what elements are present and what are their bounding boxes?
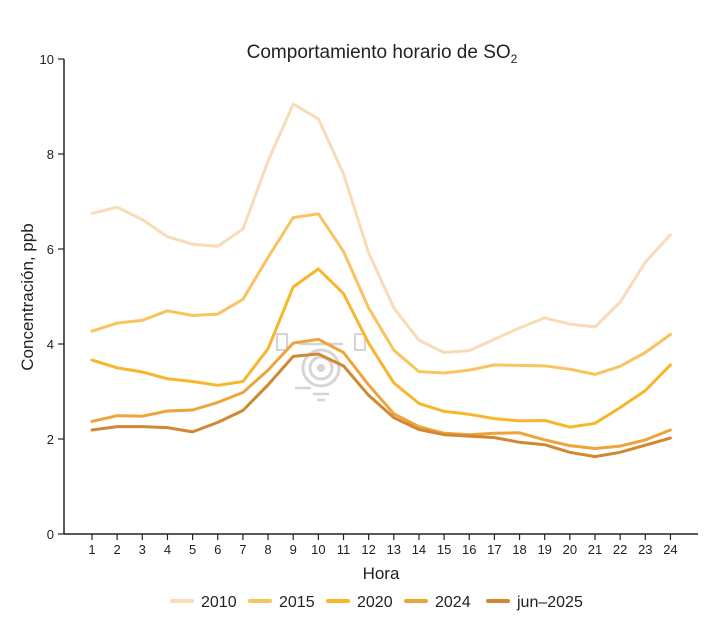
chart-title: Comportamiento horario de SO2 <box>247 42 518 66</box>
legend-label: 2010 <box>201 594 237 611</box>
legend: 2010 2015 2020 2024 jun–2025 <box>170 594 583 611</box>
axes <box>63 59 698 535</box>
series-line-2010 <box>90 102 672 354</box>
legend-item: 2020 <box>326 594 393 611</box>
y-tick-label: 6 <box>47 242 54 257</box>
x-tick-label: 1 <box>88 542 95 557</box>
x-tick-label: 21 <box>588 542 602 557</box>
series-line-2015 <box>90 212 672 376</box>
x-tick-label: 19 <box>537 542 551 557</box>
y-ticks: 0 2 4 6 8 10 <box>40 52 64 542</box>
x-tick-label: 11 <box>337 542 351 557</box>
x-tick-label: 2 <box>114 542 121 557</box>
x-tick-label: 20 <box>563 542 577 557</box>
x-axis-label: Hora <box>363 564 400 583</box>
x-tick-label: 24 <box>663 542 677 557</box>
series-line-2024 <box>90 337 672 450</box>
x-tick-label: 7 <box>239 542 246 557</box>
y-tick-label: 8 <box>47 147 54 162</box>
legend-label: 2024 <box>435 594 471 611</box>
y-tick-label: 4 <box>47 337 54 352</box>
y-tick-label: 10 <box>40 52 54 67</box>
logo-watermark <box>276 333 366 402</box>
legend-label: 2015 <box>279 594 315 611</box>
x-tick-label: 16 <box>462 542 476 557</box>
y-axis-label: Concentración, ppb <box>18 223 37 370</box>
x-tick-label: 14 <box>412 542 426 557</box>
legend-item: jun–2025 <box>486 594 583 611</box>
y-tick-label: 2 <box>47 432 54 447</box>
x-tick-label: 3 <box>139 542 146 557</box>
x-tick-label: 22 <box>613 542 627 557</box>
legend-item: 2010 <box>170 594 237 611</box>
x-tick-label: 10 <box>311 542 325 557</box>
series-line-jun–2025 <box>90 352 672 459</box>
x-tick-label: 5 <box>189 542 196 557</box>
legend-label: jun–2025 <box>516 594 583 611</box>
x-tick-label: 17 <box>487 542 501 557</box>
x-tick-label: 15 <box>437 542 451 557</box>
x-tick-label: 18 <box>512 542 526 557</box>
x-tick-label: 8 <box>264 542 271 557</box>
x-tick-label: 23 <box>638 542 652 557</box>
x-tick-label: 6 <box>214 542 221 557</box>
chart-title-subscript: 2 <box>511 52 518 66</box>
y-tick-label: 0 <box>47 527 54 542</box>
x-tick-label: 4 <box>164 542 171 557</box>
series-lines <box>90 102 672 459</box>
x-tick-label: 12 <box>361 542 375 557</box>
legend-item: 2015 <box>248 594 315 611</box>
x-ticks: 1 2 3 4 5 6 7 8 9 10 11 12 13 14 15 16 17 18 19 20 21 22 23 24 <box>88 534 678 557</box>
x-tick-label: 13 <box>387 542 401 557</box>
legend-label: 2020 <box>357 594 393 611</box>
x-tick-label: 9 <box>290 542 297 557</box>
legend-item: 2024 <box>404 594 471 611</box>
series-line-2020 <box>90 267 672 429</box>
